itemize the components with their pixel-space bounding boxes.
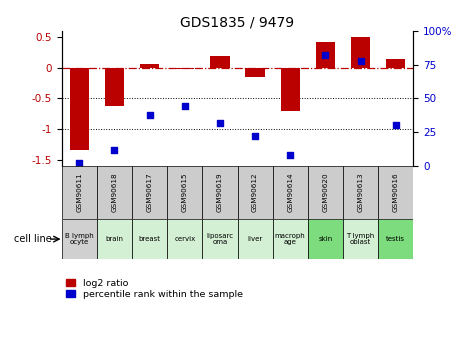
Bar bbox=[246, 68, 265, 77]
Point bbox=[181, 104, 189, 109]
Bar bbox=[175, 68, 194, 69]
Point bbox=[216, 120, 224, 126]
Bar bbox=[140, 63, 159, 68]
Bar bbox=[316, 42, 335, 68]
Text: GSM90615: GSM90615 bbox=[182, 173, 188, 212]
Text: GSM90613: GSM90613 bbox=[358, 173, 363, 212]
Bar bbox=[378, 166, 413, 219]
Bar bbox=[273, 166, 308, 219]
Text: cell line: cell line bbox=[15, 234, 52, 244]
Bar bbox=[238, 219, 273, 259]
Bar bbox=[167, 219, 202, 259]
Bar bbox=[97, 219, 132, 259]
Text: brain: brain bbox=[105, 236, 124, 242]
Point bbox=[322, 52, 329, 58]
Bar bbox=[343, 219, 378, 259]
Bar bbox=[202, 219, 238, 259]
Text: cervix: cervix bbox=[174, 236, 195, 242]
Point bbox=[111, 147, 118, 152]
Bar bbox=[62, 166, 97, 219]
Bar bbox=[97, 166, 132, 219]
Bar bbox=[167, 166, 202, 219]
Text: skin: skin bbox=[318, 236, 332, 242]
Point bbox=[146, 112, 153, 117]
Bar bbox=[70, 68, 89, 150]
Text: GSM90612: GSM90612 bbox=[252, 173, 258, 212]
Text: liposarc
oma: liposarc oma bbox=[206, 233, 234, 245]
Bar bbox=[210, 56, 229, 68]
Bar bbox=[378, 219, 413, 259]
Text: T lymph
oblast: T lymph oblast bbox=[346, 233, 375, 245]
Bar bbox=[132, 166, 167, 219]
Bar bbox=[343, 166, 378, 219]
Text: GSM90619: GSM90619 bbox=[217, 173, 223, 212]
Bar bbox=[238, 166, 273, 219]
Title: GDS1835 / 9479: GDS1835 / 9479 bbox=[180, 16, 294, 30]
Point bbox=[76, 160, 83, 166]
Text: GSM90614: GSM90614 bbox=[287, 173, 293, 212]
Point bbox=[286, 152, 294, 158]
Bar bbox=[105, 68, 124, 106]
Text: testis: testis bbox=[386, 236, 405, 242]
Point bbox=[357, 58, 364, 63]
Bar bbox=[351, 37, 370, 68]
Bar bbox=[132, 219, 167, 259]
Text: liver: liver bbox=[247, 236, 263, 242]
Text: breast: breast bbox=[139, 236, 161, 242]
Text: B lymph
ocyte: B lymph ocyte bbox=[65, 233, 94, 245]
Point bbox=[392, 122, 399, 128]
Text: GSM90618: GSM90618 bbox=[112, 173, 117, 212]
Bar bbox=[386, 59, 405, 68]
Point bbox=[251, 134, 259, 139]
Bar bbox=[308, 166, 343, 219]
Text: GSM90611: GSM90611 bbox=[76, 173, 82, 212]
Bar bbox=[281, 68, 300, 111]
Text: GSM90620: GSM90620 bbox=[323, 173, 328, 212]
Text: GSM90617: GSM90617 bbox=[147, 173, 152, 212]
Legend: log2 ratio, percentile rank within the sample: log2 ratio, percentile rank within the s… bbox=[66, 279, 243, 299]
Text: GSM90616: GSM90616 bbox=[393, 173, 399, 212]
Bar bbox=[308, 219, 343, 259]
Text: macroph
age: macroph age bbox=[275, 233, 305, 245]
Bar bbox=[62, 219, 97, 259]
Bar bbox=[202, 166, 238, 219]
Bar bbox=[273, 219, 308, 259]
